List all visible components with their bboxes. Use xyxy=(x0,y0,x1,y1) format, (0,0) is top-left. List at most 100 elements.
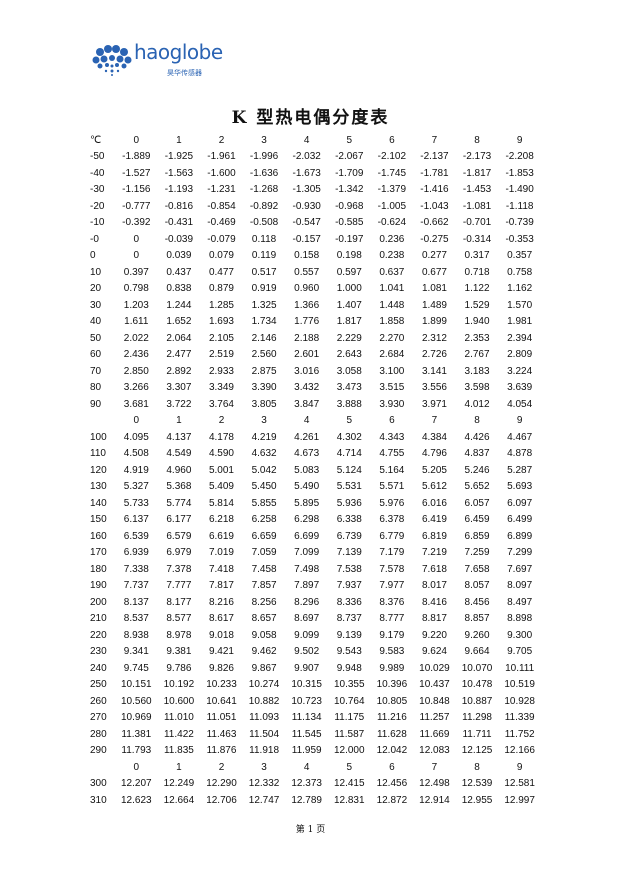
emf-value: 8.617 xyxy=(208,613,234,625)
emf-value: 2.560 xyxy=(251,349,277,361)
table-row: 70 2.850 2.892 2.933 2.875 3.016 3.058 3.100 3.1… xyxy=(88,363,541,380)
emf-value: 0.677 xyxy=(421,266,447,278)
emf-value: 0.079 xyxy=(208,250,234,262)
emf-value: 0.838 xyxy=(166,283,192,295)
emf-value: 0.758 xyxy=(507,266,533,278)
emf-value: 4.796 xyxy=(421,448,447,460)
emf-value: -1.081 xyxy=(462,200,492,212)
emf-value: 9.786 xyxy=(166,662,192,674)
emf-value: 3.432 xyxy=(294,382,320,394)
emf-value: 11.339 xyxy=(504,712,535,724)
emf-value: 2.519 xyxy=(208,349,234,361)
column-header: 3 xyxy=(261,415,267,427)
emf-value: 8.017 xyxy=(421,580,447,592)
emf-value: -0.314 xyxy=(462,233,492,245)
emf-value: 0.597 xyxy=(336,266,362,278)
emf-value: -1.527 xyxy=(122,167,151,179)
emf-value: 5.450 xyxy=(251,481,277,493)
emf-value: 7.299 xyxy=(507,547,533,559)
emf-value: -1.709 xyxy=(335,167,364,179)
emf-value: 6.979 xyxy=(166,547,192,559)
emf-value: -1.673 xyxy=(292,167,321,179)
column-header: 9 xyxy=(516,415,523,427)
emf-value: 4.426 xyxy=(464,431,490,443)
emf-value: 0 xyxy=(133,250,140,262)
temperature-label: 190 xyxy=(90,580,107,592)
emf-value: 0.357 xyxy=(507,250,533,262)
emf-value: -1.781 xyxy=(420,167,449,179)
emf-value: 7.737 xyxy=(123,580,149,592)
table-row: 180 7.338 7.378 7.418 7.458 7.498 7.538 7.578 7.… xyxy=(88,561,541,578)
emf-value: 5.814 xyxy=(208,497,234,509)
emf-value: 3.805 xyxy=(251,398,277,410)
emf-value: -0.930 xyxy=(292,200,321,212)
emf-value: -1.961 xyxy=(207,151,236,163)
emf-value: 1.285 xyxy=(208,299,234,311)
emf-value: -0.079 xyxy=(207,233,236,245)
emf-value: 0.236 xyxy=(379,233,405,245)
column-header: 8 xyxy=(474,761,480,773)
emf-value: 11.587 xyxy=(334,728,365,740)
emf-value: 4.755 xyxy=(379,448,405,460)
emf-value: 3.971 xyxy=(421,398,447,410)
temperature-label: 10 xyxy=(90,266,102,278)
column-header: 0 xyxy=(133,761,140,773)
emf-value: 5.124 xyxy=(336,464,362,476)
emf-value: 5.895 xyxy=(294,497,320,509)
temperature-label: -40 xyxy=(90,167,105,179)
temperature-label: -50 xyxy=(90,151,105,163)
emf-value: -1.889 xyxy=(122,151,151,163)
emf-value: 6.177 xyxy=(166,514,192,526)
emf-value: -0.275 xyxy=(420,233,449,245)
emf-value: 3.058 xyxy=(336,365,362,377)
emf-value: 9.583 xyxy=(379,646,405,658)
emf-value: 8.737 xyxy=(336,613,362,625)
emf-value: 4.137 xyxy=(166,431,192,443)
emf-value: 6.057 xyxy=(464,497,490,509)
emf-value: 8.777 xyxy=(379,613,405,625)
emf-value: 8.296 xyxy=(294,596,320,608)
column-header: 7 xyxy=(431,415,438,427)
temperature-label: 170 xyxy=(90,547,107,559)
emf-value: 9.179 xyxy=(379,629,405,641)
emf-value: 0.477 xyxy=(208,266,234,278)
table-row: 280 11.381 11.422 11.463 11.504 11.545 11.587 1… xyxy=(88,726,541,743)
table-row: -10 -0.392 -0.431 -0.469 -0.508 -0.547 -0.585 -… xyxy=(88,215,541,232)
column-header: 5 xyxy=(346,415,353,427)
column-header: 1 xyxy=(176,134,182,146)
emf-value: 2.875 xyxy=(251,365,277,377)
table-row: 120 4.919 4.960 5.001 5.042 5.083 5.124 5.164 5.… xyxy=(88,462,541,479)
temperature-label: 200 xyxy=(90,596,107,608)
emf-value: 8.497 xyxy=(507,596,533,608)
emf-value: 4.878 xyxy=(507,448,533,460)
emf-value: 0.517 xyxy=(251,266,277,278)
column-header: 0 xyxy=(133,134,140,146)
emf-value: 1.817 xyxy=(336,316,362,328)
emf-value: -0.892 xyxy=(249,200,279,212)
emf-value: 5.164 xyxy=(379,464,405,476)
emf-value: 12.539 xyxy=(461,778,493,790)
table-header-row: 0 1 2 3 4 5 6 7 8 9 xyxy=(88,413,541,430)
emf-value: 3.016 xyxy=(294,365,320,377)
emf-value: -1.453 xyxy=(462,184,492,196)
emf-value: 5.936 xyxy=(336,497,362,509)
emf-value: 12.249 xyxy=(163,778,195,790)
emf-value: 11.959 xyxy=(291,745,322,757)
emf-value: -0.701 xyxy=(462,217,492,229)
emf-value: 7.777 xyxy=(166,580,192,592)
emf-value: 1.858 xyxy=(379,316,405,328)
emf-value: 7.937 xyxy=(336,580,362,592)
emf-value: 0.118 xyxy=(251,233,277,245)
emf-value: -2.067 xyxy=(335,151,364,163)
emf-value: -1.563 xyxy=(164,167,194,179)
emf-value: 6.097 xyxy=(507,497,533,509)
emf-value: 11.422 xyxy=(163,728,194,740)
emf-value: 3.100 xyxy=(379,365,405,377)
table-row: 110 4.508 4.549 4.590 4.632 4.673 4.714 4.755 4.… xyxy=(88,446,541,463)
emf-value: 4.178 xyxy=(208,431,234,443)
column-header: 9 xyxy=(516,134,523,146)
column-header: 7 xyxy=(431,134,438,146)
column-header: 4 xyxy=(303,761,310,773)
emf-value: 5.976 xyxy=(379,497,405,509)
emf-value: 0.960 xyxy=(294,283,320,295)
